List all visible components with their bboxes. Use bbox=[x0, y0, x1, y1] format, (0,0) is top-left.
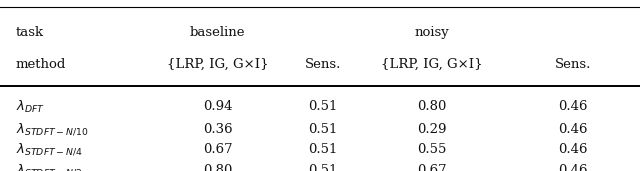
Text: 0.67: 0.67 bbox=[203, 143, 232, 156]
Text: 0.51: 0.51 bbox=[308, 123, 338, 136]
Text: 0.51: 0.51 bbox=[308, 164, 338, 171]
Text: task: task bbox=[16, 26, 44, 39]
Text: 0.55: 0.55 bbox=[417, 143, 447, 156]
Text: 0.80: 0.80 bbox=[417, 100, 447, 113]
Text: 0.67: 0.67 bbox=[417, 164, 447, 171]
Text: 0.36: 0.36 bbox=[203, 123, 232, 136]
Text: $\lambda_{DFT}$: $\lambda_{DFT}$ bbox=[16, 99, 45, 115]
Text: {LRP, IG, G×I}: {LRP, IG, G×I} bbox=[381, 58, 483, 71]
Text: $\lambda_{STDFT-N/2}$: $\lambda_{STDFT-N/2}$ bbox=[16, 162, 82, 171]
Text: $\lambda_{STDFT-N/4}$: $\lambda_{STDFT-N/4}$ bbox=[16, 142, 83, 157]
Text: 0.80: 0.80 bbox=[203, 164, 232, 171]
Text: {LRP, IG, G×I}: {LRP, IG, G×I} bbox=[167, 58, 268, 71]
Text: 0.51: 0.51 bbox=[308, 100, 338, 113]
Text: Sens.: Sens. bbox=[305, 58, 341, 71]
Text: 0.46: 0.46 bbox=[558, 164, 588, 171]
Text: 0.29: 0.29 bbox=[417, 123, 447, 136]
Text: method: method bbox=[16, 58, 67, 71]
Text: 0.46: 0.46 bbox=[558, 123, 588, 136]
Text: 0.46: 0.46 bbox=[558, 143, 588, 156]
Text: 0.46: 0.46 bbox=[558, 100, 588, 113]
Text: Sens.: Sens. bbox=[555, 58, 591, 71]
Text: 0.51: 0.51 bbox=[308, 143, 338, 156]
Text: baseline: baseline bbox=[190, 26, 245, 39]
Text: $\lambda_{STDFT-N/10}$: $\lambda_{STDFT-N/10}$ bbox=[16, 121, 89, 137]
Text: noisy: noisy bbox=[415, 26, 449, 39]
Text: 0.94: 0.94 bbox=[203, 100, 232, 113]
